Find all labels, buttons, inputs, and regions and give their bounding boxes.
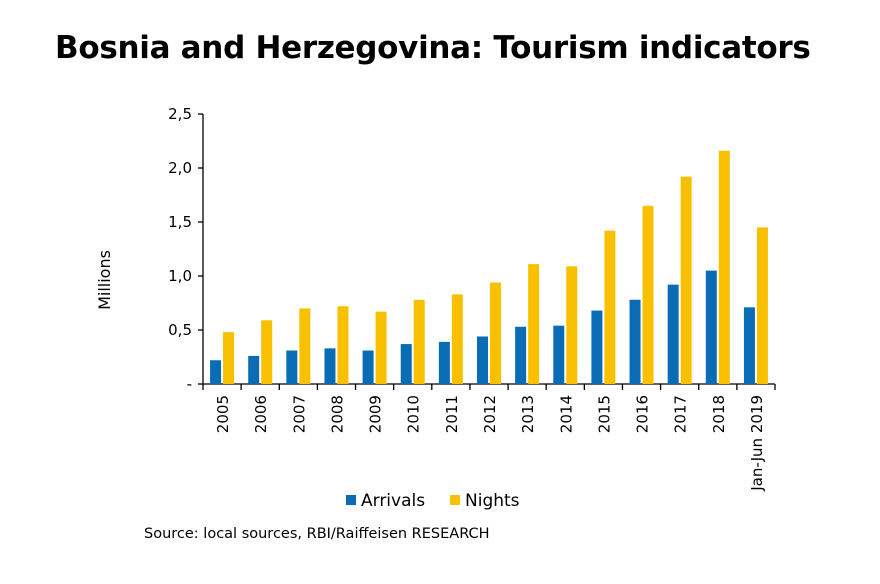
y-tick-label: 0,5	[168, 321, 192, 339]
bars	[210, 150, 768, 384]
x-tick-label: 2014	[557, 395, 575, 433]
axes	[198, 113, 776, 390]
bar-arrivals	[705, 270, 717, 384]
bar-arrivals	[210, 360, 222, 384]
bar-nights	[223, 332, 235, 384]
bar-nights	[718, 150, 730, 384]
bar-arrivals	[743, 307, 755, 384]
y-tick-label: 1,0	[168, 267, 192, 285]
bar-nights	[604, 230, 616, 384]
y-tick-label: 2,5	[168, 105, 192, 123]
x-tick-label: 2018	[710, 395, 728, 433]
bar-arrivals	[362, 350, 374, 384]
bar-arrivals	[591, 310, 603, 384]
x-tick-label: 2015	[595, 395, 613, 433]
bar-arrivals	[286, 350, 298, 384]
legend-swatch-nights	[450, 495, 460, 505]
x-tick-label: 2012	[481, 395, 499, 433]
bar-arrivals	[248, 355, 260, 384]
bar-nights	[413, 299, 425, 384]
x-tick-label: 2005	[214, 395, 232, 433]
bar-nights	[566, 266, 578, 384]
chart-title: Bosnia and Herzegovina: Tourism indicato…	[55, 30, 811, 66]
y-axis-label: Millions	[95, 250, 114, 310]
legend: Arrivals Nights	[346, 491, 520, 511]
bar-nights	[337, 306, 349, 384]
x-tick-label: Jan-Jun 2019	[748, 395, 766, 492]
bar-arrivals	[515, 326, 527, 384]
source-note: Source: local sources, RBI/Raiffeisen RE…	[144, 526, 490, 542]
bar-arrivals	[324, 348, 336, 384]
bar-arrivals	[438, 341, 450, 384]
bar-nights	[680, 176, 692, 384]
x-tick-label: 2008	[328, 395, 346, 433]
y-tick-label: -	[187, 375, 192, 393]
bar-nights	[642, 205, 654, 384]
bar-nights	[261, 320, 273, 384]
bar-arrivals	[477, 336, 488, 384]
x-tick-label: 2013	[519, 395, 537, 433]
bar-nights	[528, 264, 540, 384]
legend-swatch-arrivals	[346, 495, 356, 505]
x-tick-label: 2010	[405, 395, 423, 433]
x-tick-label: 2016	[634, 395, 652, 433]
bar-arrivals	[629, 299, 641, 384]
bar-nights	[451, 294, 463, 384]
bar-arrivals	[667, 284, 679, 384]
y-tick-label: 1,5	[168, 213, 192, 231]
legend-label-nights: Nights	[465, 491, 520, 511]
legend-label-arrivals: Arrivals	[361, 491, 425, 511]
tick-labels: - 0,5 1,0 1,5 2,0 2,5 2005 2006 2007 2008 2009 2010…	[168, 105, 766, 492]
bar-arrivals	[553, 325, 565, 384]
bar-nights	[299, 308, 311, 384]
x-tick-label: 2006	[252, 395, 270, 433]
x-tick-label: 2007	[290, 395, 308, 433]
x-tick-label: 2011	[443, 395, 461, 433]
bar-nights	[756, 227, 768, 384]
x-tick-label: 2017	[672, 395, 690, 433]
y-tick-label: 2,0	[168, 159, 192, 177]
bar-nights	[490, 282, 501, 384]
bar-arrivals	[400, 344, 412, 384]
bar-nights	[375, 311, 387, 384]
x-tick-label: 2009	[367, 395, 385, 433]
